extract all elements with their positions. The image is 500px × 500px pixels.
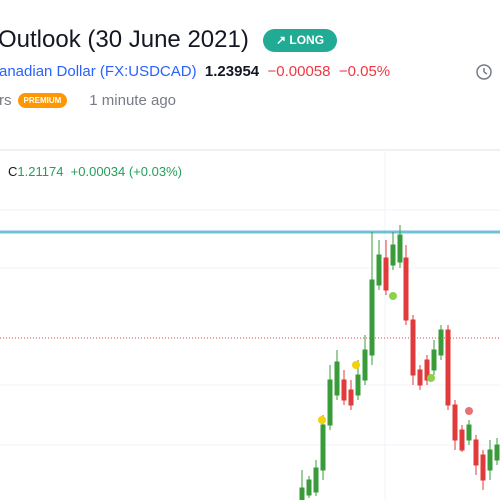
symbol[interactable]: (FX:USDCAD) — [99, 63, 197, 80]
candles — [299, 225, 500, 500]
badge-text: LONG — [289, 33, 325, 47]
signal-dots — [318, 292, 473, 424]
change: −0.00058 — [267, 63, 331, 80]
author[interactable]: rs — [0, 92, 12, 109]
symbol-line: anadian Dollar (FX:USDCAD) 1.23954 −0.00… — [0, 63, 390, 80]
close-value: 1.21174 — [17, 164, 64, 179]
long-badge: ↗ LONG — [263, 29, 337, 52]
ohlc-label: C — [8, 164, 18, 179]
ohlc-legend: C1.21174 +0.00034 (+0.03%) — [8, 164, 182, 179]
author-line: rs PREMIUM 1 minute ago — [0, 92, 176, 109]
price: 1.23954 — [204, 63, 260, 80]
grid — [0, 150, 500, 500]
time: 1 minute ago — [89, 92, 177, 109]
premium-badge: PREMIUM — [17, 93, 68, 108]
symbol-name[interactable]: anadian Dollar — [0, 63, 96, 80]
close-change: +0.00034 (+0.03%) — [70, 164, 182, 179]
change-pct: −0.05% — [338, 63, 391, 80]
idea-title: Outlook (30 June 2021) — [0, 26, 249, 53]
alert-icon[interactable] — [476, 64, 492, 80]
